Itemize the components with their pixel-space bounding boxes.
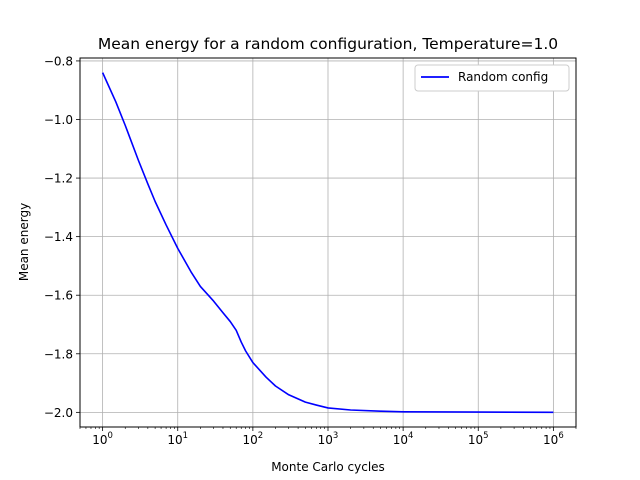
series-group bbox=[101, 72, 554, 414]
legend-label-random-config: Random config bbox=[458, 70, 548, 84]
x-axis-label: Monte Carlo cycles bbox=[271, 460, 385, 474]
y-tick-label: −1.4 bbox=[44, 230, 73, 244]
y-tick-label: −2.0 bbox=[44, 406, 73, 420]
x-tick-label: 101 bbox=[167, 431, 188, 447]
x-tick-label: 102 bbox=[243, 431, 264, 447]
legend: Random config bbox=[414, 64, 570, 92]
x-tick-label: 104 bbox=[393, 431, 414, 447]
series-line-0 bbox=[101, 72, 554, 414]
x-tick-label: 100 bbox=[92, 431, 113, 447]
x-axis-ticks: 100 101 102 103 104 105 106 bbox=[79, 427, 577, 447]
y-axis-ticks: −0.8 −1.0 −1.2 −1.4 −1.6 −1.8 −2.0 bbox=[44, 54, 80, 420]
y-tick-label: −1.2 bbox=[44, 172, 73, 186]
chart-title: Mean energy for a random configuration, … bbox=[98, 35, 558, 53]
plot-frame bbox=[79, 57, 577, 428]
y-tick-label: −1.8 bbox=[44, 347, 73, 361]
grid bbox=[80, 58, 576, 427]
y-axis-label: Mean energy bbox=[17, 203, 31, 281]
x-tick-label: 106 bbox=[543, 431, 564, 447]
y-tick-label: −1.6 bbox=[44, 289, 73, 303]
x-tick-label: 103 bbox=[318, 431, 339, 447]
x-tick-label: 105 bbox=[468, 431, 489, 447]
y-tick-label: −1.0 bbox=[44, 113, 73, 127]
y-tick-label: −0.8 bbox=[44, 54, 73, 68]
legend-box bbox=[414, 64, 570, 92]
